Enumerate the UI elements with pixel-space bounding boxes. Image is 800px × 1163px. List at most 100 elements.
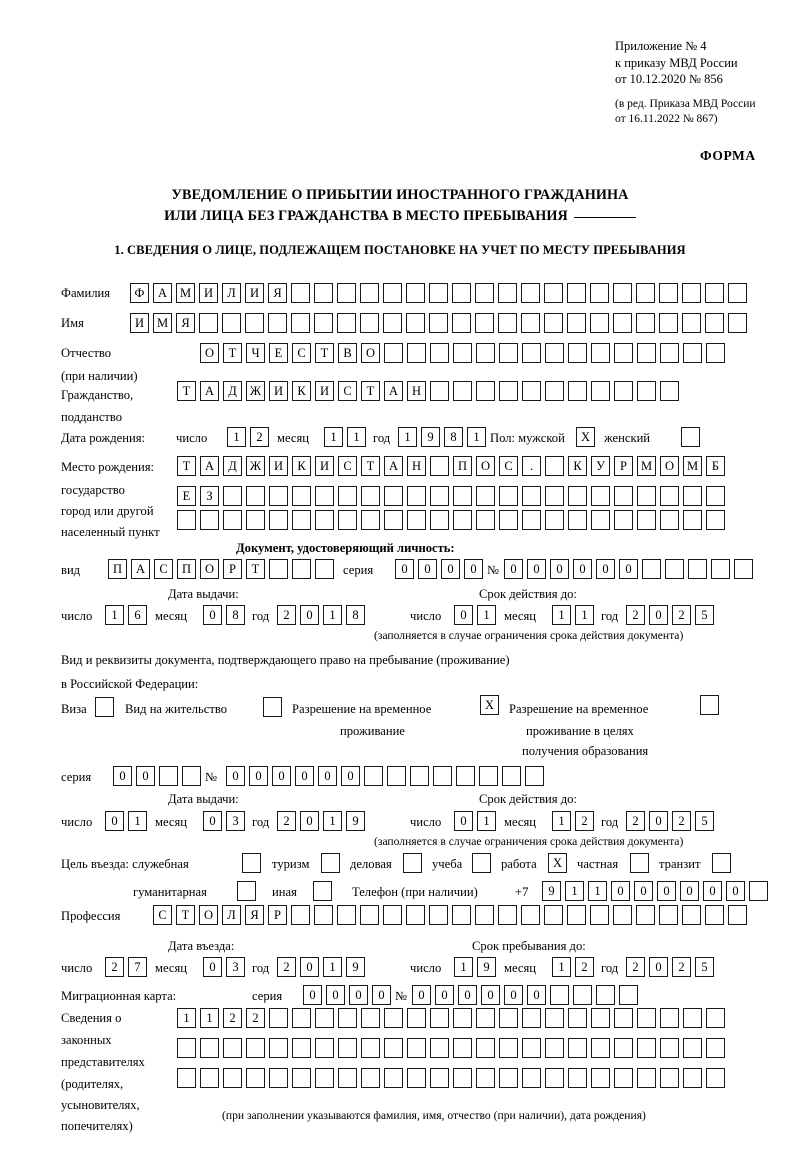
char-cell[interactable]	[429, 313, 448, 333]
char-cell[interactable]: 1	[323, 957, 342, 977]
char-cell[interactable]	[292, 1038, 311, 1058]
char-cell[interactable]	[407, 1008, 426, 1028]
char-cell[interactable]	[545, 343, 564, 363]
char-cell[interactable]	[315, 1068, 334, 1088]
char-cell[interactable]: 1	[588, 881, 607, 901]
char-cell[interactable]	[498, 905, 517, 925]
char-cell[interactable]	[573, 985, 592, 1005]
char-cell[interactable]	[360, 313, 379, 333]
char-cell[interactable]	[476, 343, 495, 363]
char-cell[interactable]: А	[131, 559, 150, 579]
char-cell[interactable]	[337, 283, 356, 303]
char-cell[interactable]	[269, 510, 288, 530]
legal-rep-row-2[interactable]	[177, 1038, 725, 1058]
char-cell[interactable]	[522, 1038, 541, 1058]
char-cell[interactable]	[665, 559, 684, 579]
char-cell[interactable]	[360, 283, 379, 303]
char-cell[interactable]	[292, 486, 311, 506]
char-cell[interactable]	[682, 313, 701, 333]
char-cell[interactable]	[728, 905, 747, 925]
char-cell[interactable]	[591, 1038, 610, 1058]
char-cell[interactable]: Т	[177, 381, 196, 401]
char-cell[interactable]	[522, 1008, 541, 1028]
char-cell[interactable]: Д	[223, 381, 242, 401]
char-cell[interactable]: Ж	[246, 456, 265, 476]
char-cell[interactable]	[430, 1008, 449, 1028]
char-cell[interactable]	[476, 381, 495, 401]
checkbox-purpose-private[interactable]	[630, 853, 649, 873]
char-cell[interactable]: 0	[464, 559, 483, 579]
char-cell[interactable]: 0	[680, 881, 699, 901]
char-cell[interactable]: А	[384, 381, 403, 401]
char-cell[interactable]: 0	[372, 985, 391, 1005]
char-cell[interactable]: 1	[477, 811, 496, 831]
char-cell[interactable]: 0	[395, 559, 414, 579]
char-cell[interactable]	[614, 1038, 633, 1058]
char-cell[interactable]	[522, 381, 541, 401]
char-cell[interactable]	[499, 1068, 518, 1088]
char-cell[interactable]: 2	[250, 427, 269, 447]
char-cell[interactable]	[637, 1038, 656, 1058]
char-cell[interactable]	[659, 283, 678, 303]
char-cell[interactable]: О	[660, 456, 679, 476]
char-cell[interactable]: И	[199, 283, 218, 303]
char-cell[interactable]: 0	[454, 811, 473, 831]
char-cell[interactable]	[268, 313, 287, 333]
char-cell[interactable]: В	[338, 343, 357, 363]
char-cell[interactable]	[387, 766, 406, 786]
char-cell[interactable]: 0	[300, 811, 319, 831]
char-cell[interactable]	[591, 510, 610, 530]
char-cell[interactable]	[383, 313, 402, 333]
char-cell[interactable]: 2	[575, 957, 594, 977]
char-cell[interactable]	[637, 1068, 656, 1088]
char-cell[interactable]	[338, 1068, 357, 1088]
char-cell[interactable]	[453, 381, 472, 401]
char-cell[interactable]	[476, 1068, 495, 1088]
checkbox-male[interactable]: X	[576, 427, 595, 447]
char-cell[interactable]	[522, 343, 541, 363]
char-cell[interactable]	[200, 510, 219, 530]
char-cell[interactable]: 0	[649, 811, 668, 831]
char-cell[interactable]: О	[200, 559, 219, 579]
char-cell[interactable]: 8	[444, 427, 463, 447]
char-cell[interactable]: 1	[105, 605, 124, 625]
char-cell[interactable]: 0	[136, 766, 155, 786]
char-cell[interactable]	[498, 283, 517, 303]
char-cell[interactable]	[550, 985, 569, 1005]
char-cell[interactable]: 0	[527, 559, 546, 579]
char-cell[interactable]	[614, 1008, 633, 1028]
char-cell[interactable]: 1	[177, 1008, 196, 1028]
char-cell[interactable]	[269, 1038, 288, 1058]
char-cell[interactable]	[499, 510, 518, 530]
char-cell[interactable]: И	[269, 456, 288, 476]
checkbox-purpose-business[interactable]	[403, 853, 422, 873]
char-cell[interactable]	[476, 486, 495, 506]
char-cell[interactable]	[568, 1008, 587, 1028]
char-cell[interactable]: 0	[295, 766, 314, 786]
char-cell[interactable]	[338, 1008, 357, 1028]
char-cell[interactable]: 2	[626, 811, 645, 831]
char-cell[interactable]: 2	[575, 811, 594, 831]
char-cell[interactable]: Б	[706, 456, 725, 476]
char-cell[interactable]: А	[200, 381, 219, 401]
char-cell[interactable]	[683, 343, 702, 363]
char-cell[interactable]: С	[292, 343, 311, 363]
char-cell[interactable]: 1	[467, 427, 486, 447]
char-cell[interactable]	[182, 766, 201, 786]
char-cell[interactable]: 0	[611, 881, 630, 901]
char-cell[interactable]: 2	[105, 957, 124, 977]
char-cell[interactable]	[337, 905, 356, 925]
char-cell[interactable]	[683, 1068, 702, 1088]
char-cell[interactable]	[315, 1038, 334, 1058]
